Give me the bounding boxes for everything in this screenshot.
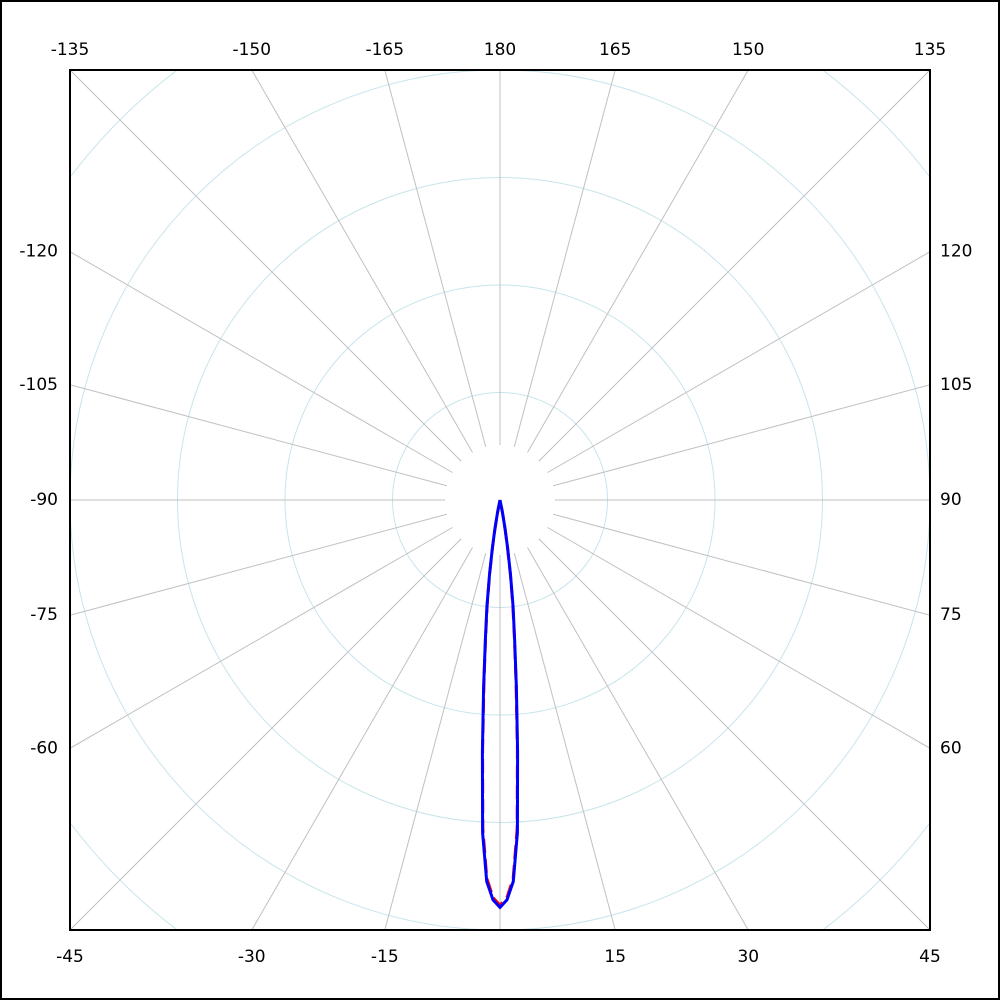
angle-tick-label: -75	[30, 605, 58, 625]
grid-spoke	[251, 70, 473, 453]
grid-spoke	[70, 384, 448, 487]
angle-tick-label: -105	[19, 375, 58, 395]
angle-tick-label: 180	[484, 40, 516, 60]
grid-spoke	[384, 70, 487, 448]
grid-spoke	[547, 527, 930, 749]
angle-tick-label: -120	[19, 242, 58, 262]
curves	[480, 499, 520, 910]
angle-tick-label: 90	[940, 490, 962, 510]
angle-tick-label: -30	[238, 947, 266, 967]
grid-spoke	[552, 513, 930, 616]
grid-spoke	[527, 70, 749, 453]
grid-spoke	[70, 251, 453, 473]
plot-box	[69, 69, 931, 931]
angle-tick-label: -15	[371, 947, 399, 967]
grid-spoke	[70, 70, 462, 462]
angle-tick-label: -45	[56, 947, 84, 967]
angle-tick-label: 45	[919, 947, 941, 967]
grid-spoke	[384, 552, 487, 930]
grid-spoke	[70, 538, 462, 930]
grid-spoke	[251, 547, 473, 930]
angle-tick-label: 150	[732, 40, 764, 60]
grid-spoke	[552, 384, 930, 487]
grid-spoke	[538, 70, 930, 462]
grid-spoke	[547, 251, 930, 473]
angle-tick-label: -60	[30, 738, 58, 758]
grid-spoke	[70, 527, 453, 749]
angle-tick-label: 75	[940, 605, 962, 625]
angle-tick-label: 30	[737, 947, 759, 967]
angle-tick-label: -90	[30, 490, 58, 510]
angle-tick-label: 165	[599, 40, 631, 60]
grid-spoke	[513, 70, 616, 448]
angle-tick-label: -135	[51, 40, 90, 60]
angle-tick-label: 105	[940, 375, 972, 395]
angle-tick-label: -150	[232, 40, 271, 60]
grid-spoke	[527, 547, 749, 930]
angle-tick-label: 60	[940, 738, 962, 758]
grid-spoke	[70, 513, 448, 616]
angle-tick-label: 15	[604, 947, 626, 967]
grid-spoke	[513, 552, 616, 930]
angle-tick-label: -165	[365, 40, 404, 60]
series-line	[480, 499, 520, 910]
angle-tick-label: 120	[940, 242, 972, 262]
angle-tick-label: 135	[914, 40, 946, 60]
grid-spoke	[538, 538, 930, 930]
